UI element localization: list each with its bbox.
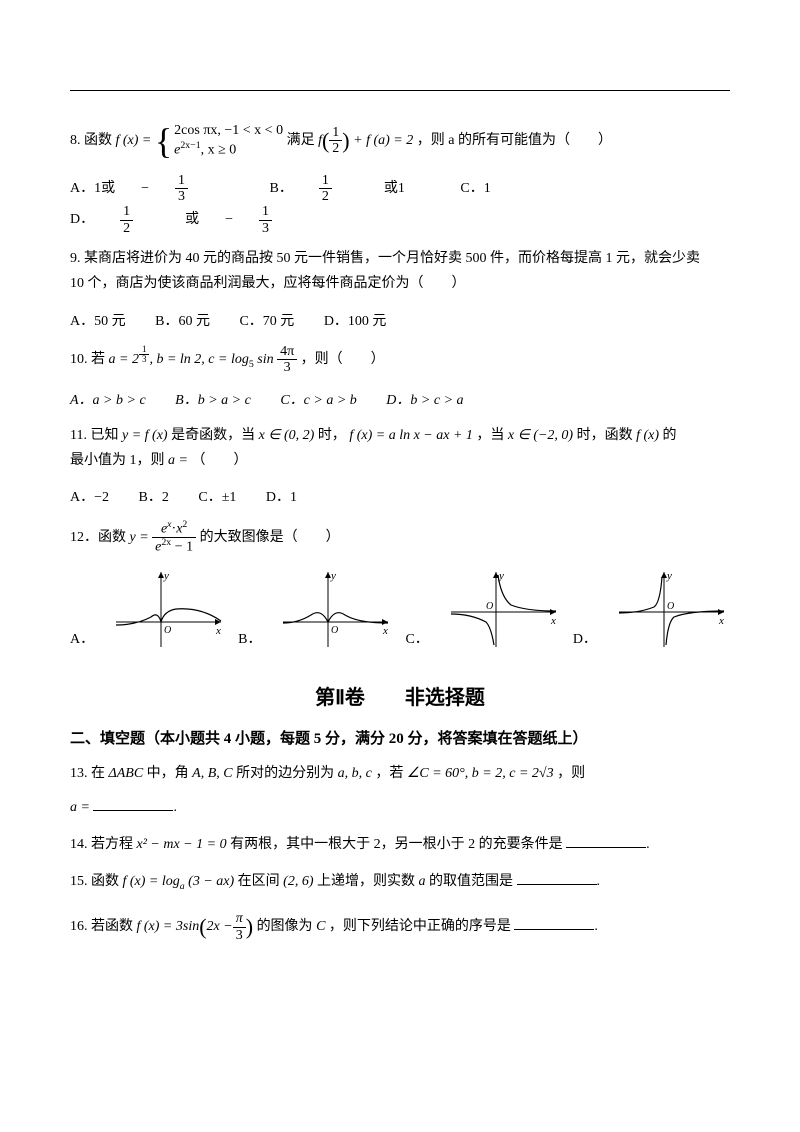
- q9-optD: D．100 元: [324, 309, 387, 334]
- q12-labB: B．: [238, 627, 261, 652]
- graph-d: y x O: [609, 567, 729, 652]
- q8-optD: D．12或−13: [70, 204, 324, 236]
- rparen-icon: ): [246, 914, 253, 939]
- graph-a: y x O: [106, 567, 226, 652]
- lparen-icon: (: [199, 914, 206, 939]
- q8-fa: + f (a) = 2: [353, 133, 413, 148]
- question-14: 14. 若方程 x² − mx − 1 = 0 有两根，其中一根大于 2，另一根…: [70, 832, 730, 857]
- q12-labA: A．: [70, 627, 94, 652]
- q12-labC: C．: [405, 627, 428, 652]
- svg-text:x: x: [215, 625, 221, 637]
- top-rule: [70, 90, 730, 91]
- q10-optB: B．b > a > c: [175, 388, 251, 413]
- blank-13: [93, 796, 173, 811]
- q10-prefix: 10. 若: [70, 352, 109, 367]
- svg-text:O: O: [486, 601, 493, 612]
- svg-text:x: x: [382, 625, 388, 637]
- blank-14: [566, 833, 646, 848]
- q8-piecewise: { 2cos πx, −1 < x < 0 e2x−1, x ≥ 0: [155, 122, 283, 160]
- q11-optB: B．2: [139, 485, 169, 510]
- svg-text:O: O: [667, 601, 674, 612]
- q9-optA: A．50 元: [70, 309, 126, 334]
- q12-graphs: A． y x O B． y x O C． y: [70, 567, 730, 652]
- q10-options: A．a > b > c B．b > a > c C．c > a > b D．b …: [70, 388, 730, 413]
- q9-optB: B．60 元: [155, 309, 210, 334]
- q12-labD: D．: [573, 627, 597, 652]
- q11-optD: D．1: [266, 485, 297, 510]
- q9-optC: C．70 元: [239, 309, 294, 334]
- exam-page: 8. 函数 f (x) = { 2cos πx, −1 < x < 0 e2x−…: [0, 0, 800, 1132]
- q8-mid: 满足: [287, 133, 319, 148]
- q8-options: A．1或−13 B．12或1 C．1 D．12或−13: [70, 173, 730, 237]
- q9-line1: 9. 某商店将进价为 40 元的商品按 50 元一件销售，一个月恰好卖 500 …: [70, 246, 730, 271]
- blank-15: [517, 870, 597, 885]
- q9-line2: 10 个，商店为使该商品利润最大，应将每件商品定价为（ ）: [70, 271, 730, 296]
- graph-b: y x O: [273, 567, 393, 652]
- lparen-icon: (: [322, 128, 329, 153]
- svg-text:O: O: [164, 625, 171, 636]
- q11-optA: A．−2: [70, 485, 109, 510]
- svg-text:O: O: [331, 625, 338, 636]
- blank-16: [514, 915, 594, 930]
- q9-options: A．50 元 B．60 元 C．70 元 D．100 元: [70, 309, 730, 334]
- q8-fx: f (x) =: [116, 133, 152, 148]
- q8-optC: C．1: [460, 176, 490, 201]
- svg-text:y: y: [163, 570, 169, 582]
- question-12: 12．函数 y = ex·x2 e2x − 1 的大致图像是（ ）: [70, 520, 730, 555]
- q10-optA: A．a > b > c: [70, 388, 146, 413]
- question-10: 10. 若 a = 213, b = ln 2, c = log5 sin 4π…: [70, 344, 730, 376]
- svg-text:x: x: [550, 615, 556, 627]
- q8-case1: 2cos πx, −1 < x < 0: [174, 123, 283, 138]
- q8-optB: B．12或1: [270, 173, 431, 205]
- q10-a: a = 2: [109, 352, 139, 367]
- question-15: 15. 函数 f (x) = loga (3 − ax) 在区间 (2, 6) …: [70, 869, 730, 895]
- q10-tail: ，则（ ）: [301, 352, 385, 367]
- question-8: 8. 函数 f (x) = { 2cos πx, −1 < x < 0 e2x−…: [70, 121, 730, 161]
- graph-c: y x O: [441, 567, 561, 652]
- q10-cnum: 4π: [277, 344, 297, 360]
- q8-case2b: , x ≥ 0: [201, 143, 237, 158]
- q8-tail: ，则 a 的所有可能值为（ ）: [417, 133, 612, 148]
- q8-optA: A．1或−13: [70, 173, 240, 205]
- q11-optC: C．±1: [198, 485, 236, 510]
- q8-fhalf-num: 1: [329, 125, 342, 141]
- section-2-sub: 二、填空题（本小题共 4 小题，每题 5 分，满分 20 分，将答案填在答题纸上…: [70, 726, 730, 753]
- question-9: 9. 某商店将进价为 40 元的商品按 50 元一件销售，一个月恰好卖 500 …: [70, 246, 730, 296]
- svg-text:y: y: [330, 570, 336, 582]
- question-11: 11. 已知 y = f (x) 是奇函数，当 x ∈ (0, 2) 时， f …: [70, 423, 730, 473]
- question-16: 16. 若函数 f (x) = 3sin(2x −π3) 的图像为 C ，则下列…: [70, 907, 730, 947]
- q8-fhalf-den: 2: [329, 141, 342, 156]
- q8-case2exp: 2x−1: [180, 140, 200, 151]
- q10-bc: , b = ln 2, c = log: [149, 352, 248, 367]
- q10-optD: D．b > c > a: [386, 388, 463, 413]
- q10-cden: 3: [277, 360, 297, 375]
- svg-text:x: x: [718, 615, 724, 627]
- svg-text:y: y: [666, 570, 672, 582]
- left-brace-icon: {: [155, 123, 172, 159]
- q8-prefix: 8. 函数: [70, 133, 116, 148]
- question-13: 13. 在 ΔABC 中，角 A, B, C 所对的边分别为 a, b, c ，…: [70, 761, 730, 819]
- q10-optC: C．c > a > b: [280, 388, 356, 413]
- section-2-title: 第Ⅱ卷 非选择题: [70, 680, 730, 716]
- q11-options: A．−2 B．2 C．±1 D．1: [70, 485, 730, 510]
- rparen-icon: ): [342, 128, 349, 153]
